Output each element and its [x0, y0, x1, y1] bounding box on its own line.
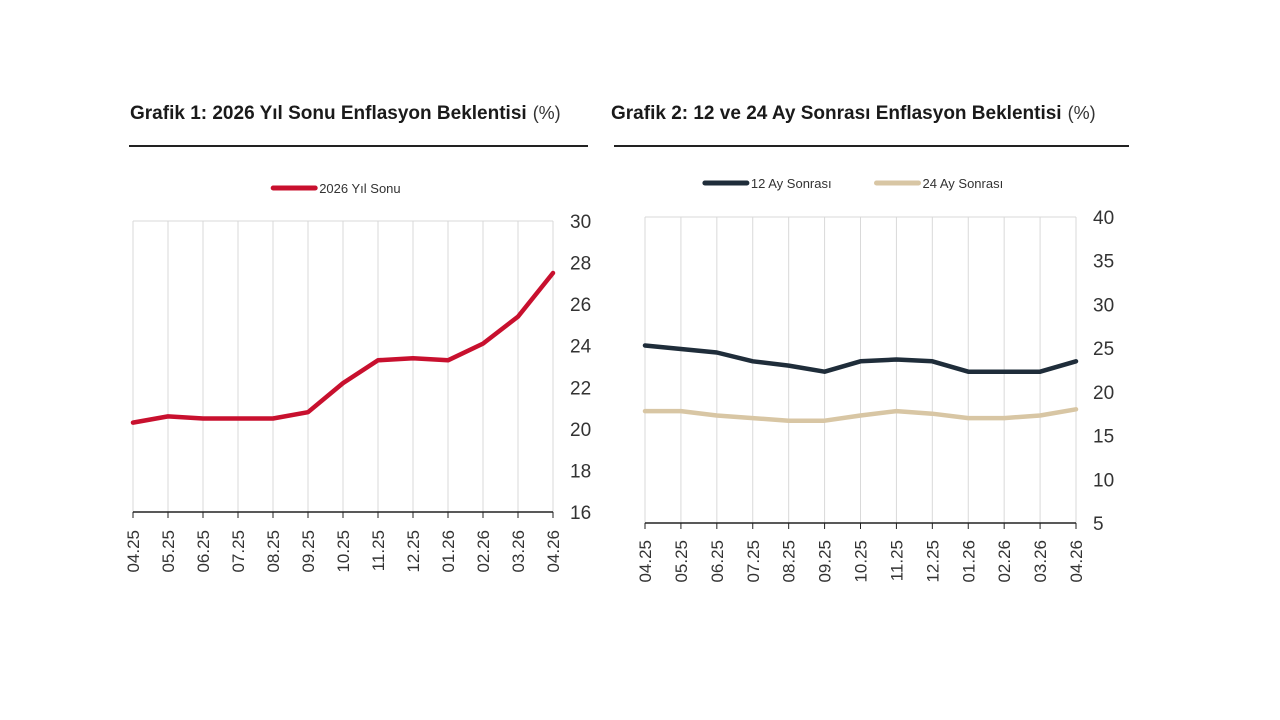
x-tick-label: 01.26	[439, 530, 458, 573]
x-tick-label: 08.25	[780, 540, 799, 583]
x-tick-label: 11.25	[369, 530, 388, 571]
y-tick-label: 20	[570, 420, 591, 441]
chart-title-unit: (%)	[1068, 103, 1096, 123]
x-tick-label: 04.26	[544, 530, 563, 573]
y-tick-label: 22	[570, 378, 591, 399]
y-tick-label: 28	[570, 254, 591, 275]
y-tick-label: 20	[1093, 383, 1114, 404]
x-tick-label: 05.25	[672, 540, 691, 583]
y-tick-label: 5	[1093, 514, 1104, 535]
x-tick-label: 12.25	[404, 530, 423, 573]
chart-title-main: Grafik 2: 12 ve 24 Ay Sonrası Enflasyon …	[611, 103, 1062, 124]
x-tick-label: 05.25	[159, 530, 178, 573]
y-tick-label: 15	[1093, 427, 1114, 448]
x-tick-label: 03.26	[509, 530, 528, 573]
x-tick-label: 04.25	[124, 530, 143, 573]
y-tick-label: 16	[570, 503, 591, 524]
x-tick-label: 06.25	[194, 530, 213, 573]
x-tick-label: 07.25	[229, 530, 248, 573]
chart-title: Grafik 2: 12 ve 24 Ay Sonrası Enflasyon …	[611, 103, 1096, 124]
legend-label: 2026 Yıl Sonu	[319, 181, 400, 196]
legend: 2026 Yıl Sonu	[270, 181, 401, 196]
legend: 12 Ay Sonrası 24 Ay Sonrası	[702, 176, 1004, 191]
chart-1: Grafik 1: 2026 Yıl Sonu Enflasyon Beklen…	[124, 103, 592, 573]
chart-title: Grafik 1: 2026 Yıl Sonu Enflasyon Beklen…	[130, 103, 561, 124]
y-tick-label: 25	[1093, 339, 1114, 360]
x-tick-label: 01.26	[959, 540, 978, 583]
x-tick-label: 08.25	[264, 530, 283, 573]
plot-area	[644, 216, 1077, 529]
legend-label: 24 Ay Sonrası	[923, 176, 1004, 191]
y-tick-label: 18	[570, 461, 591, 482]
y-tick-label: 30	[1093, 295, 1114, 316]
x-tick-label: 07.25	[744, 540, 763, 583]
x-tick-label: 06.25	[708, 540, 727, 583]
y-tick-label: 26	[570, 295, 591, 316]
x-tick-label: 10.25	[334, 530, 353, 573]
x-tick-label: 03.26	[1031, 540, 1050, 583]
y-tick-label: 24	[570, 337, 592, 358]
x-tick-label: 04.25	[636, 540, 655, 583]
x-tick-label: 09.25	[816, 540, 835, 583]
x-tick-label: 02.26	[995, 540, 1014, 583]
y-tick-label: 40	[1093, 208, 1114, 229]
plot-area	[132, 220, 554, 518]
y-tick-label: 30	[570, 212, 591, 233]
y-tick-label: 35	[1093, 252, 1114, 273]
x-tick-label: 11.25	[887, 540, 906, 581]
x-tick-label: 10.25	[852, 540, 871, 583]
chart-title-unit: (%)	[533, 103, 561, 123]
legend-label: 12 Ay Sonrası	[751, 176, 832, 191]
x-tick-label: 02.26	[474, 530, 493, 573]
x-tick-label: 09.25	[299, 530, 318, 573]
x-tick-label: 04.26	[1067, 540, 1086, 583]
chart-2: Grafik 2: 12 ve 24 Ay Sonrası Enflasyon …	[611, 103, 1129, 583]
chart-title-main: Grafik 1: 2026 Yıl Sonu Enflasyon Beklen…	[130, 103, 527, 124]
y-tick-label: 10	[1093, 470, 1114, 491]
x-tick-label: 12.25	[923, 540, 942, 583]
